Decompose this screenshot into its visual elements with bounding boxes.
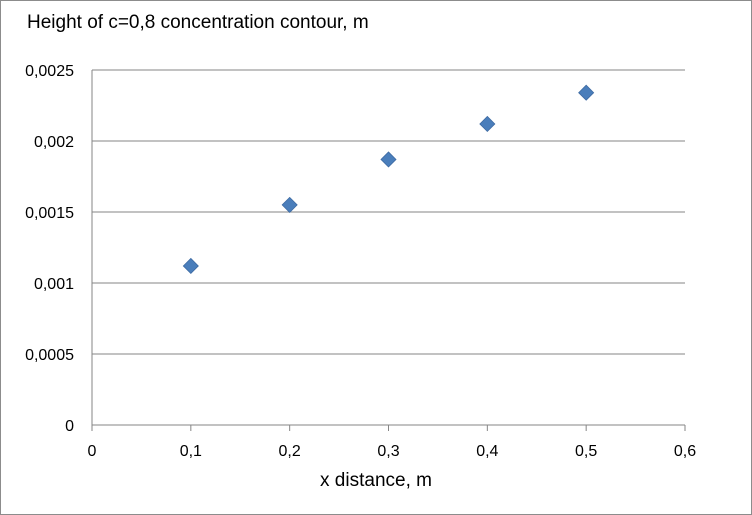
data-point	[578, 84, 595, 101]
x-axis-label: x distance, m	[320, 470, 432, 491]
y-tick-label: 0,0015	[25, 205, 74, 222]
data-point	[380, 151, 397, 168]
y-tick-label: 0,002	[34, 134, 74, 151]
y-tick-label: 0,0005	[25, 347, 74, 364]
y-tick-label: 0,001	[34, 276, 74, 293]
x-tick-label: 0,4	[476, 443, 498, 460]
data-point	[182, 257, 199, 275]
data-point	[479, 115, 496, 133]
x-tick-label: 0,2	[279, 443, 301, 460]
y-tick-label: 0	[65, 418, 74, 435]
y-tick-label: 0,0025	[25, 63, 74, 80]
x-tick-label: 0	[88, 443, 97, 460]
y-axis-label: Height of c=0,8 concentration contour, m	[27, 12, 369, 33]
x-tick-label: 0,5	[575, 443, 597, 460]
x-tick-label: 0,3	[377, 443, 399, 460]
data-point	[281, 196, 298, 213]
x-tick-label: 0,1	[180, 443, 202, 460]
x-tick-label: 0,6	[674, 443, 696, 460]
